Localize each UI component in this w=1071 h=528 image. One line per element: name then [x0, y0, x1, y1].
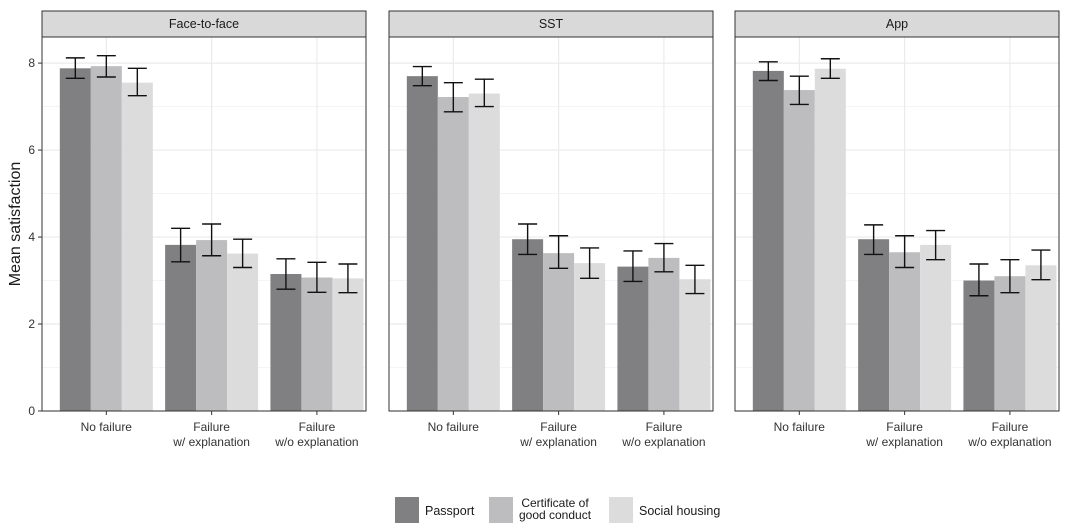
facet-strip — [734, 10, 1060, 38]
bar — [165, 244, 197, 411]
x-tick-label-line2: w/o explanation — [274, 435, 358, 449]
x-tick-label: Failure — [992, 420, 1029, 434]
bar — [512, 239, 544, 411]
facet-strip-title: App — [886, 17, 908, 31]
legend-label-line: Certificate of — [521, 496, 589, 510]
y-tick-label: 0 — [28, 404, 35, 418]
bar — [196, 240, 228, 411]
panel-border — [734, 36, 1060, 412]
facet-strip-title: SST — [539, 17, 564, 31]
x-tick-label-line2: w/o explanation — [967, 435, 1051, 449]
facet-strip — [41, 10, 367, 38]
bar — [1025, 265, 1057, 411]
bar — [468, 93, 500, 411]
bar — [858, 239, 890, 411]
x-tick-label: No failure — [428, 420, 480, 434]
legend-key — [609, 497, 633, 523]
bar — [59, 68, 91, 411]
x-tick-label: No failure — [81, 420, 133, 434]
bar — [783, 90, 815, 411]
bar — [543, 253, 575, 411]
bar — [574, 263, 606, 411]
x-tick-label: Failure — [646, 420, 683, 434]
panel-border — [388, 36, 714, 412]
x-tick-label: Failure — [540, 420, 577, 434]
bar — [920, 244, 952, 411]
bar — [889, 252, 921, 411]
x-tick-label-line2: w/ explanation — [172, 435, 250, 449]
legend-label-line: good conduct — [519, 508, 592, 522]
bar — [301, 277, 333, 411]
x-tick-label-line2: w/o explanation — [621, 435, 705, 449]
bar — [90, 66, 122, 411]
bar — [963, 280, 995, 411]
x-tick-label-line2: w/ explanation — [865, 435, 943, 449]
y-axis-title: Mean satisfaction — [7, 162, 24, 287]
panel-border — [41, 36, 367, 412]
bar — [121, 82, 153, 412]
x-tick-label: No failure — [774, 420, 826, 434]
x-tick-label: Failure — [299, 420, 336, 434]
legend-key — [395, 497, 419, 523]
bar — [994, 276, 1026, 411]
bar — [752, 70, 784, 411]
y-tick-label: 4 — [28, 230, 35, 244]
bar — [679, 279, 711, 411]
x-tick-label: Failure — [886, 420, 923, 434]
x-tick-label: Failure — [193, 420, 230, 434]
bar — [437, 97, 469, 412]
bar — [227, 253, 259, 411]
bar — [648, 257, 680, 411]
y-tick-label: 6 — [28, 143, 35, 157]
bar — [617, 266, 649, 411]
bar — [406, 76, 438, 412]
x-tick-label-line2: w/ explanation — [519, 435, 597, 449]
bar — [332, 278, 364, 411]
legend-key — [489, 497, 513, 523]
facet-strip-title: Face-to-face — [169, 17, 239, 31]
y-tick-label: 2 — [28, 317, 35, 331]
bar — [270, 274, 302, 411]
y-tick-label: 8 — [28, 56, 35, 70]
bar — [814, 68, 846, 411]
legend-label: Social housing — [639, 504, 720, 518]
legend-label: Passport — [425, 504, 475, 518]
